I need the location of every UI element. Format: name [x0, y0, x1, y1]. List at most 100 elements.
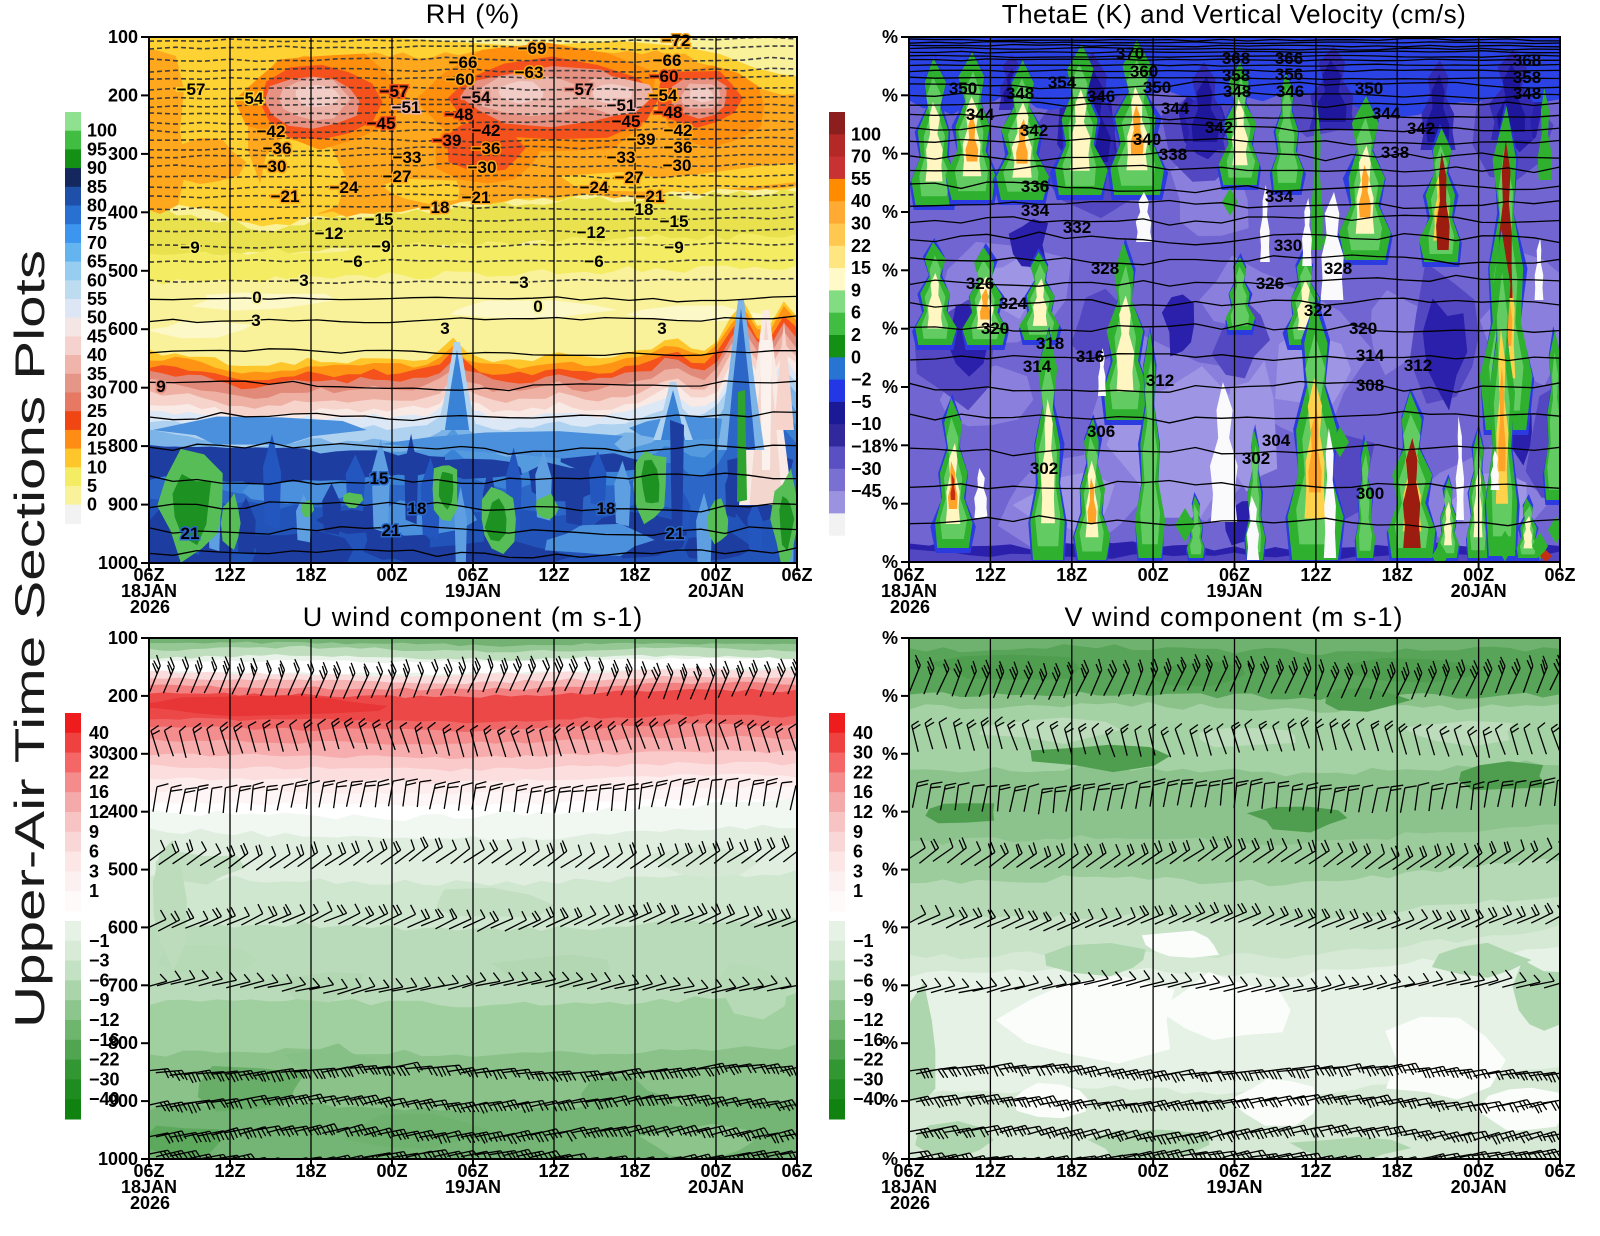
- svg-text:1: 1: [853, 881, 863, 901]
- svg-text:1000: 1000: [98, 1149, 138, 1169]
- svg-text:12Z: 12Z: [538, 1161, 569, 1181]
- svg-text:400: 400: [108, 802, 138, 822]
- svg-text:−9: −9: [371, 237, 390, 256]
- svg-text:%: %: [882, 202, 898, 222]
- svg-text:15: 15: [851, 258, 871, 278]
- svg-text:12Z: 12Z: [214, 1161, 245, 1181]
- svg-text:3: 3: [440, 319, 449, 338]
- svg-text:358: 358: [1222, 66, 1250, 85]
- svg-text:12Z: 12Z: [975, 565, 1006, 585]
- svg-text:20JAN: 20JAN: [1451, 581, 1507, 601]
- svg-text:40: 40: [87, 345, 107, 365]
- svg-text:344: 344: [966, 105, 995, 124]
- svg-text:368: 368: [1222, 49, 1250, 68]
- svg-text:0: 0: [252, 288, 261, 307]
- svg-text:328: 328: [1091, 259, 1119, 278]
- svg-text:00Z: 00Z: [376, 565, 407, 585]
- svg-text:−54: −54: [462, 88, 491, 107]
- svg-text:%: %: [882, 686, 898, 706]
- svg-text:350: 350: [1143, 78, 1171, 97]
- svg-text:30: 30: [851, 214, 871, 234]
- svg-text:−15: −15: [365, 210, 394, 229]
- svg-text:18Z: 18Z: [619, 1161, 650, 1181]
- svg-text:18JAN: 18JAN: [881, 1177, 937, 1197]
- svg-text:−18: −18: [851, 437, 882, 457]
- svg-text:−18: −18: [625, 200, 654, 219]
- svg-text:%: %: [882, 377, 898, 397]
- svg-text:2026: 2026: [890, 597, 930, 617]
- svg-text:324: 324: [999, 294, 1028, 313]
- svg-text:−51: −51: [392, 98, 421, 117]
- svg-text:40: 40: [851, 191, 871, 211]
- svg-text:326: 326: [966, 274, 994, 293]
- svg-text:12Z: 12Z: [1300, 565, 1331, 585]
- svg-text:9: 9: [851, 280, 861, 300]
- svg-text:−12: −12: [315, 224, 344, 243]
- svg-text:18: 18: [597, 499, 616, 518]
- svg-text:%: %: [882, 917, 898, 937]
- svg-text:21: 21: [666, 524, 685, 543]
- svg-text:10: 10: [87, 457, 107, 477]
- svg-text:−24: −24: [330, 178, 359, 197]
- svg-text:V wind component (m s-1): V wind component (m s-1): [1064, 602, 1403, 632]
- svg-text:344: 344: [1161, 99, 1190, 118]
- svg-text:342: 342: [1205, 118, 1233, 137]
- svg-text:16: 16: [89, 782, 109, 802]
- svg-text:332: 332: [1063, 218, 1091, 237]
- svg-text:800: 800: [108, 1033, 138, 1053]
- svg-text:−42: −42: [664, 121, 693, 140]
- svg-text:308: 308: [1356, 376, 1384, 395]
- svg-text:−36: −36: [263, 139, 292, 158]
- svg-text:18: 18: [408, 499, 427, 518]
- svg-text:−40: −40: [853, 1089, 884, 1109]
- svg-text:302: 302: [1030, 459, 1058, 478]
- svg-text:0: 0: [851, 347, 861, 367]
- svg-text:−5: −5: [851, 392, 872, 412]
- svg-text:312: 312: [1146, 371, 1174, 390]
- svg-text:700: 700: [108, 975, 138, 995]
- svg-text:−12: −12: [89, 1010, 120, 1030]
- svg-text:00Z: 00Z: [1463, 1161, 1494, 1181]
- svg-text:22: 22: [853, 762, 873, 782]
- svg-text:ThetaE (K) and Vertical Veloci: ThetaE (K) and Vertical Velocity (cm/s): [1002, 0, 1467, 29]
- svg-text:100: 100: [851, 124, 881, 144]
- svg-text:−72: −72: [662, 31, 691, 50]
- svg-text:18Z: 18Z: [619, 565, 650, 585]
- svg-text:−42: −42: [472, 121, 501, 140]
- svg-text:18Z: 18Z: [1382, 1161, 1413, 1181]
- svg-text:−57: −57: [380, 82, 409, 101]
- svg-text:21: 21: [181, 524, 200, 543]
- svg-text:19JAN: 19JAN: [445, 581, 501, 601]
- svg-text:302: 302: [1242, 449, 1270, 468]
- svg-text:−36: −36: [664, 138, 693, 157]
- svg-text:06Z: 06Z: [133, 565, 164, 585]
- svg-text:348: 348: [1006, 84, 1034, 103]
- svg-text:−27: −27: [383, 167, 412, 186]
- svg-text:06Z: 06Z: [781, 1161, 812, 1181]
- svg-text:−45: −45: [367, 114, 396, 133]
- svg-text:18Z: 18Z: [1382, 565, 1413, 585]
- svg-text:35: 35: [87, 364, 107, 384]
- svg-text:−22: −22: [853, 1050, 884, 1070]
- svg-text:328: 328: [1324, 259, 1352, 278]
- svg-text:−6: −6: [584, 252, 603, 271]
- svg-text:%: %: [882, 860, 898, 880]
- svg-text:20: 20: [87, 420, 107, 440]
- svg-text:55: 55: [851, 169, 871, 189]
- svg-text:20JAN: 20JAN: [688, 1177, 744, 1197]
- svg-text:9: 9: [156, 377, 165, 396]
- svg-text:368: 368: [1513, 51, 1541, 70]
- svg-text:−12: −12: [853, 1010, 884, 1030]
- svg-text:800: 800: [108, 436, 138, 456]
- svg-text:−45: −45: [851, 481, 882, 501]
- svg-text:338: 338: [1381, 143, 1409, 162]
- svg-text:1000: 1000: [98, 553, 138, 573]
- svg-text:342: 342: [1407, 119, 1435, 138]
- svg-text:330: 330: [1274, 236, 1302, 255]
- svg-text:−9: −9: [664, 238, 683, 257]
- svg-text:−39: −39: [433, 131, 462, 150]
- svg-text:−60: −60: [650, 67, 679, 86]
- svg-text:−48: −48: [445, 105, 474, 124]
- svg-text:−1: −1: [89, 931, 110, 951]
- svg-text:21: 21: [382, 521, 401, 540]
